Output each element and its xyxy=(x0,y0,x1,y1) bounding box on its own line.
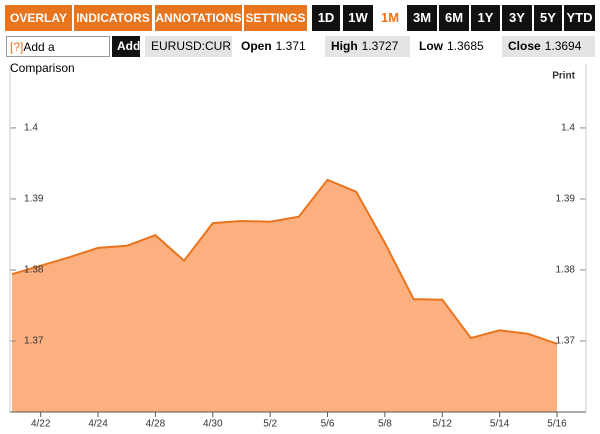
x-tick-label: 4/22 xyxy=(31,419,51,430)
x-tick-label: 5/6 xyxy=(321,419,335,430)
quote-value: 1.3685 xyxy=(447,39,484,53)
y-tick-label: 1.39 xyxy=(556,194,576,205)
x-tick-label: 5/8 xyxy=(378,419,392,430)
menu-button[interactable]: SETTINGS xyxy=(244,5,307,31)
info-bar: [?]Add a Comparison Add EURUSD:CUR Open 1… xyxy=(0,36,600,75)
y-tick-label: 1.38 xyxy=(24,265,44,276)
quote-label: Low xyxy=(419,39,443,53)
quote: Open 1.371 xyxy=(235,36,321,57)
quote-value: 1.3694 xyxy=(544,39,582,53)
help[interactable]: [?] xyxy=(10,40,24,54)
range-button[interactable]: 5Y xyxy=(534,5,562,31)
y-tick-label: 1.38 xyxy=(556,265,576,276)
range-button[interactable]: 1Y xyxy=(471,5,500,31)
quote: High 1.3727 xyxy=(325,36,410,57)
menu-button[interactable]: ANNOTATIONS xyxy=(155,5,242,31)
x-tick-label: 5/12 xyxy=(433,419,453,430)
range-button[interactable]: 1D xyxy=(312,5,340,31)
print-button[interactable]: Print xyxy=(552,71,575,82)
line xyxy=(11,178,558,345)
y-tick-label: 1.4 xyxy=(561,123,575,134)
range-button[interactable]: 3M xyxy=(407,5,437,31)
add-button[interactable]: Add xyxy=(112,36,140,57)
y-tick-label: 1.4 xyxy=(24,123,38,134)
y-tick-label: 1.37 xyxy=(24,336,44,347)
chart: Print 1.37 1.37 1.38 1.38 1.39 1.39 1.4 1.4 4/22… xyxy=(9,64,587,430)
range-button[interactable]: 1W xyxy=(343,5,373,31)
x-tick-label: 4/30 xyxy=(203,419,223,430)
x-tick-label: 4/24 xyxy=(88,419,108,430)
x-tick-label: 5/14 xyxy=(490,419,510,430)
range-button[interactable]: YTD xyxy=(564,5,595,31)
y-tick-label: 1.39 xyxy=(24,194,44,205)
quote-label: High xyxy=(331,39,358,53)
x-tick-label: 4/28 xyxy=(146,419,166,430)
range-button[interactable]: 6M xyxy=(439,5,469,31)
quote-value: 1.3727 xyxy=(361,39,399,53)
menu-button[interactable]: INDICATORS xyxy=(74,5,152,31)
quote: Low 1.3685 xyxy=(413,36,497,57)
quote: Close 1.3694 xyxy=(502,36,595,57)
toolbar: OVERLAYINDICATORSANNOTATIONSSETTINGS1D1W… xyxy=(0,0,600,34)
x-tick-label: 5/16 xyxy=(547,419,567,430)
quote-label: Open xyxy=(241,39,272,53)
quote-value: 1.371 xyxy=(275,39,306,53)
quote-label: Close xyxy=(508,39,541,53)
y-tick-label: 1.37 xyxy=(556,336,576,347)
menu-button[interactable]: OVERLAY xyxy=(5,5,72,31)
placeholder: Add a Comparison xyxy=(10,40,75,75)
symbol: EURUSD:CUR xyxy=(145,36,232,57)
range-button[interactable]: 3Y xyxy=(502,5,532,31)
comparison-input[interactable]: [?]Add a Comparison xyxy=(6,36,110,75)
x-tick-label: 5/2 xyxy=(263,419,277,430)
range-button[interactable]: 1M xyxy=(376,5,404,31)
area xyxy=(12,179,557,412)
